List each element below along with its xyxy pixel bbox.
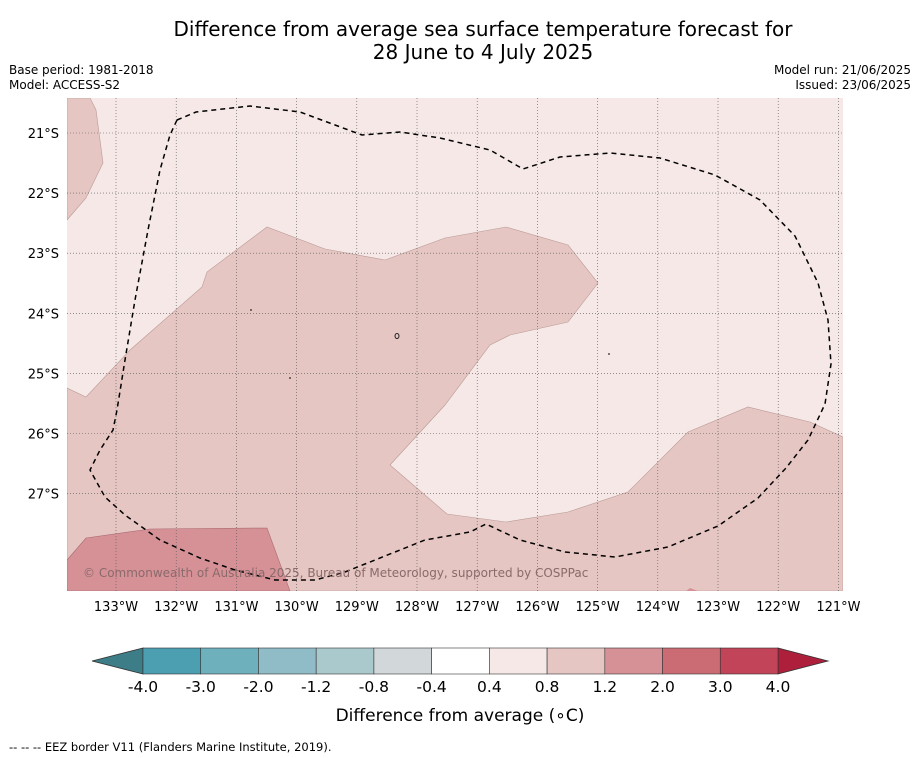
colorbar-segment — [258, 647, 317, 675]
longitude-label: 123°W — [696, 600, 740, 615]
model-name: Model: ACCESS-S2 — [9, 78, 121, 92]
longitude-label: 130°W — [275, 600, 319, 615]
latitude-label: 22°S — [28, 187, 59, 202]
colorbar-tick-label: -2.0 — [243, 678, 273, 696]
colorbar-tick-label: -3.0 — [186, 678, 216, 696]
colorbar-segment — [604, 647, 663, 675]
colorbar-tick-label: -4.0 — [128, 678, 158, 696]
region-small-patch — [686, 588, 698, 591]
colorbar-segment — [373, 647, 432, 675]
island-marker — [394, 333, 400, 339]
colorbar-segments — [142, 647, 779, 675]
latitude-label: 23°S — [28, 247, 59, 262]
region-top-left-patch — [67, 98, 104, 221]
issued-date: Issued: 23/06/2025 — [795, 78, 911, 92]
colorbar-tick-label: -0.4 — [417, 678, 447, 696]
title-line-1: Difference from average sea surface temp… — [173, 17, 793, 41]
map-title: Difference from average sea surface temp… — [0, 18, 919, 64]
longitude-label: 132°W — [154, 600, 198, 615]
footnote: -- -- -- EEZ border V11 (Flanders Marine… — [9, 740, 332, 754]
longitude-label: 133°W — [94, 600, 138, 615]
colorbar-segment — [142, 647, 202, 675]
colorbar-tick-label: 2.0 — [650, 678, 675, 696]
colorbar-tick-label: 3.0 — [708, 678, 733, 696]
colorbar-segment — [315, 647, 375, 675]
colorbar-tick-label: 1.2 — [592, 678, 617, 696]
copyright-notice: © Commonwealth of Australia 2025, Bureau… — [83, 566, 588, 580]
colorbar: -4.0 -3.0 -2.0 -1.2 -0.8 -0.4 0.4 0.8 1.2 2.0 3.0 4… — [91, 647, 830, 726]
island-marker — [250, 309, 252, 311]
latitude-label: 27°S — [28, 488, 59, 503]
base-period: Base period: 1981-2018 — [9, 63, 154, 77]
island-marker — [289, 377, 291, 379]
longitude-label: 127°W — [455, 600, 499, 615]
latitude-label: 26°S — [28, 428, 59, 443]
colorbar-segment — [546, 647, 606, 675]
model-run: Model run: 21/06/2025 — [773, 63, 911, 77]
island-marker — [608, 353, 610, 355]
latitude-labels: 21°S 22°S 23°S 24°S 25°S 26°S 27°S — [28, 127, 59, 503]
longitude-label: 124°W — [636, 600, 680, 615]
colorbar-labels: -4.0 -3.0 -2.0 -1.2 -0.8 -0.4 0.4 0.8 1.2 2.0 3.0 4… — [128, 678, 790, 696]
title-line-2: 28 June to 4 July 2025 — [372, 40, 594, 64]
meta-right: Model run: 21/06/2025 Issued: 23/06/2025 — [774, 63, 911, 93]
longitude-label: 122°W — [756, 600, 800, 615]
longitude-label: 129°W — [335, 600, 379, 615]
colorbar-segment — [431, 647, 490, 675]
map-area: © Commonwealth of Australia 2025, Bureau… — [67, 98, 843, 591]
gridlines — [67, 98, 843, 591]
longitude-label: 121°W — [816, 600, 860, 615]
colorbar-segment — [489, 647, 548, 675]
longitude-labels: 133°W 132°W 131°W 130°W 129°W 128°W 127°W 126°W… — [94, 600, 861, 615]
longitude-label: 131°W — [214, 600, 258, 615]
colorbar-tick-label: -0.8 — [359, 678, 389, 696]
colorbar-title: Difference from average (∘C) — [336, 706, 585, 726]
longitude-label: 125°W — [576, 600, 620, 615]
latitude-label: 25°S — [28, 367, 59, 382]
latitude-label: 21°S — [28, 127, 59, 142]
longitude-label: 128°W — [395, 600, 439, 615]
longitude-label: 126°W — [515, 600, 559, 615]
meta-left: Base period: 1981-2018 Model: ACCESS-S2 — [9, 63, 154, 93]
region-band-1-2-2-0 — [67, 527, 291, 591]
colorbar-tick-label: 4.0 — [766, 678, 791, 696]
colorbar-extend-low — [91, 647, 144, 675]
colorbar-segment — [662, 647, 721, 675]
latitude-label: 24°S — [28, 307, 59, 322]
colorbar-tick-label: 0.8 — [535, 678, 560, 696]
colorbar-tick-label: -1.2 — [301, 678, 331, 696]
region-band-0-8-1-2 — [67, 226, 843, 591]
colorbar-segment — [719, 647, 779, 675]
colorbar-segment — [200, 647, 259, 675]
colorbar-tick-label: 0.4 — [477, 678, 502, 696]
colorbar-extend-high — [777, 647, 830, 675]
